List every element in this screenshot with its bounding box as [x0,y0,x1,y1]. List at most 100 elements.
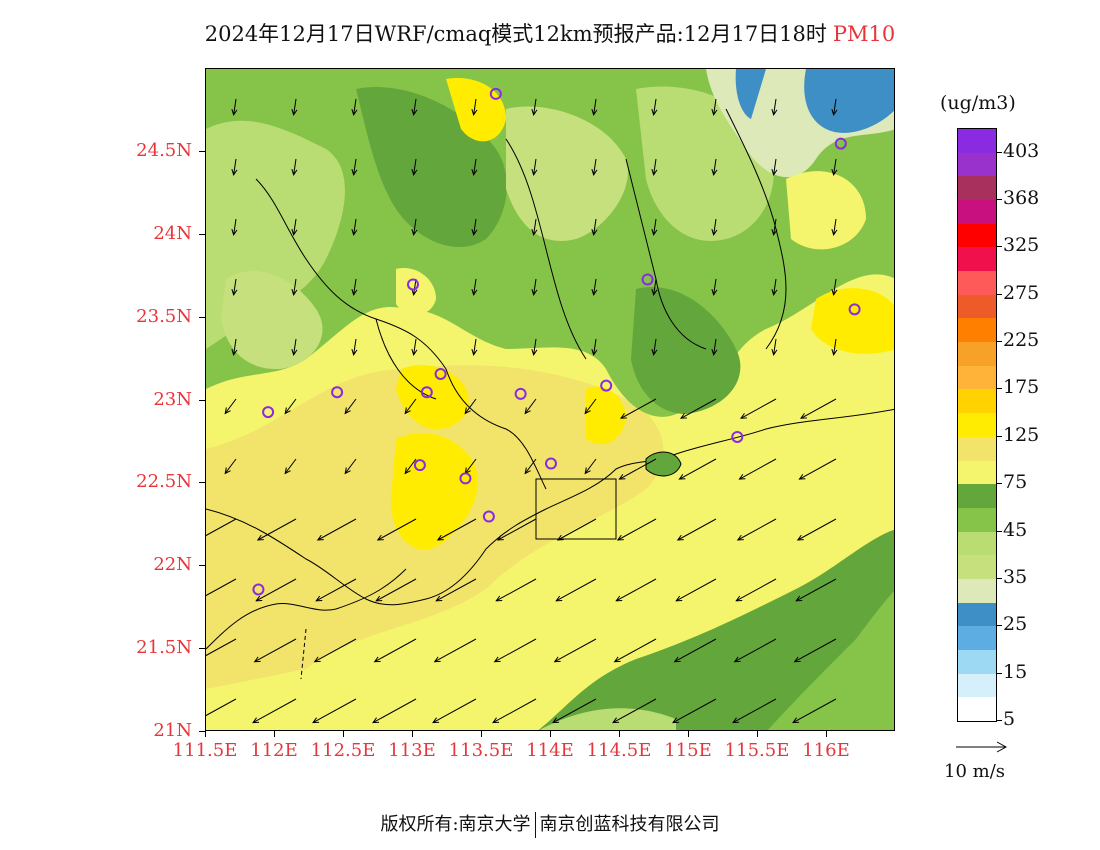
wind-arrowhead-icon [372,717,380,724]
wind-arrowhead-icon [711,228,718,236]
wind-arrow-icon [293,338,297,355]
wind-arrowhead-icon [433,656,441,663]
wind-arrowhead-icon [651,168,658,176]
wind-arrow-icon [713,278,717,295]
wind-arrowhead-icon [531,348,538,356]
wind-arrow-icon [315,578,357,602]
lat-tick [199,399,205,401]
legend-swatch [958,460,996,485]
wind-arrowhead-icon [612,717,620,724]
wind-arrowhead-icon [471,348,478,356]
lat-tick [199,150,205,152]
lon-tick-label: 113E [388,740,436,761]
legend-units: (ug/m3) [940,92,1016,114]
wind-arrow-icon [233,278,237,295]
legend-tick [997,293,1002,295]
lon-tick [757,731,758,737]
lat-tick-label: 22N [153,554,192,576]
wind-arrowhead-icon [584,407,591,415]
wind-arrowhead-icon [618,473,626,480]
legend-label: 325 [1003,234,1040,257]
copyright-left: 版权所有:南京大学 [380,814,531,835]
legend-swatch [958,484,996,509]
wind-arrowhead-icon [375,595,383,602]
station-marker-icon [848,303,861,316]
legend-label: 275 [1003,281,1040,304]
wind-arrowhead-icon [831,168,838,176]
wind-arrow-icon [206,578,237,597]
lon-tick [688,731,689,737]
wind-arrow-icon [413,278,417,295]
wind-arrowhead-icon [411,168,418,176]
lon-tick [550,731,551,737]
wind-arrow-icon [792,698,837,724]
wind-arrowhead-icon [524,407,531,415]
wind-arrow-icon [353,158,357,175]
wind-arrow-icon [672,698,717,724]
lon-tick-label: 113.5E [448,740,514,761]
wind-arrowhead-icon [651,348,658,356]
wind-arrow-icon [353,278,357,295]
legend-tick [997,435,1002,437]
legend-swatch [958,294,996,319]
wind-arrowhead-icon [672,717,680,724]
wind-arrow-icon [799,458,837,480]
wind-arrow-icon [739,458,777,480]
wind-arrowhead-icon [531,288,538,296]
wind-arrowhead-icon [831,348,838,356]
legend-swatch [958,531,996,556]
wind-arrow-icon [293,158,297,175]
wind-arrow-icon [377,518,417,541]
wind-arrow-icon [533,338,537,355]
wind-arrow-icon [224,458,237,474]
wind-arrow-icon [473,98,477,115]
legend-tick [997,151,1002,153]
wind-arrowhead-icon [471,108,478,116]
wind-arrow-icon [372,698,417,724]
wind-arrow-icon [653,278,657,295]
lon-tick-label: 116E [802,740,850,761]
wind-arrowhead-icon [531,168,538,176]
wind-arrow-icon [434,638,477,663]
wind-arrow-icon [495,578,537,602]
wind-arrow-icon [413,218,417,235]
wind-arrowhead-icon [736,534,744,541]
wind-arrowhead-icon [231,168,238,176]
copyright-separator [534,812,536,838]
wind-arrowhead-icon [651,108,658,116]
lat-tick-label: 24.5N [136,139,192,161]
lat-tick-label: 21.5N [136,637,192,659]
wind-arrow-icon [344,458,357,474]
legend-label: 368 [1003,187,1040,210]
wind-arrow-icon [413,98,417,115]
wind-arrow-icon [795,578,837,602]
wind-arrow-icon [233,338,237,355]
wind-arrowhead-icon [351,108,358,116]
legend-swatch [958,129,996,154]
station-marker-icon [489,87,502,100]
lat-tick [199,565,205,567]
legend-swatch [958,507,996,533]
lat-tick [199,233,205,235]
wind-arrow-icon [437,518,477,541]
wind-arrowhead-icon [799,413,808,419]
station-marker-icon [641,273,654,286]
wind-arrow-icon [293,218,297,235]
wind-arrow-icon [293,98,297,115]
wind-arrow-icon [524,458,537,474]
lon-tick [619,731,620,737]
wind-arrowhead-icon [376,534,384,541]
station-marker-icon [459,472,472,485]
wind-arrowhead-icon [591,348,598,356]
wind-arrowhead-icon [676,534,684,541]
wind-arrow-icon [773,218,777,235]
wind-arrowhead-icon [312,717,320,724]
wind-arrow-icon [257,518,297,541]
legend-swatch [958,697,996,722]
wind-arrowhead-icon [771,228,778,236]
map-panel [205,68,895,731]
wind-arrow-icon [773,278,777,295]
wind-arrowhead-icon [531,108,538,116]
wind-arrowhead-icon [793,656,801,663]
wind-arrow-icon [206,698,237,717]
